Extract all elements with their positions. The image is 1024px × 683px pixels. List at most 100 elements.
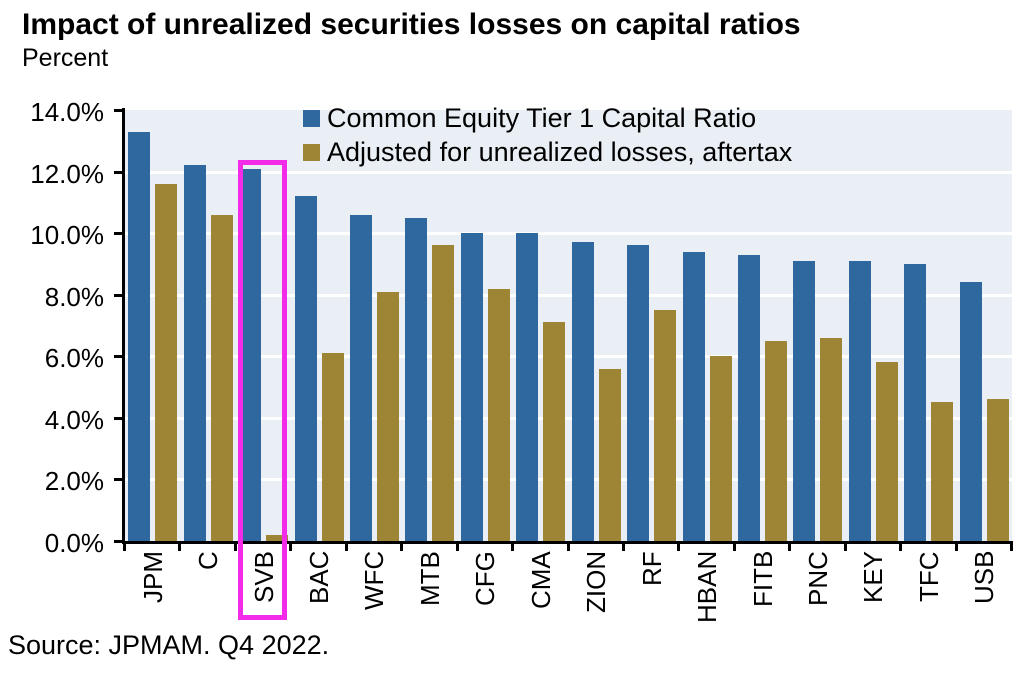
bar-c: [210, 214, 233, 541]
y-tick-label: 4.0%: [44, 404, 104, 435]
x-label-cell: MTB: [402, 551, 457, 636]
bar-group-jpm: [125, 110, 180, 541]
y-tick-label: 12.0%: [30, 158, 104, 189]
legend-label: Common Equity Tier 1 Capital Ratio: [327, 103, 757, 133]
bar-zion: [598, 368, 621, 541]
bar-wfc: [349, 214, 372, 541]
legend-item: Adjusted for unrealized losses, aftertax: [303, 137, 792, 168]
gridline: [125, 170, 1012, 174]
bar-group-fitb: [735, 110, 790, 541]
x-tick-label: JPM: [137, 551, 168, 603]
x-tick-mark: [677, 541, 681, 551]
y-tick-label: 2.0%: [44, 466, 104, 497]
bar-group-hban: [679, 110, 734, 541]
bar-group-key: [846, 110, 901, 541]
y-tick-mark: [114, 478, 125, 482]
x-tick-label: USB: [969, 551, 1000, 605]
x-label-cell: BAC: [291, 551, 346, 636]
x-tick-mark: [233, 541, 237, 551]
legend-item: Common Equity Tier 1 Capital Ratio: [303, 103, 792, 134]
bar-jpm: [155, 183, 178, 541]
y-tick-mark: [114, 355, 125, 359]
bar-c: [183, 165, 206, 541]
x-tick-label: ZION: [581, 551, 612, 614]
bar-group-wfc: [347, 110, 402, 541]
x-tick-mark: [455, 541, 459, 551]
bar-cfg: [487, 288, 510, 541]
y-axis-line: [122, 108, 125, 543]
x-tick-label: PNC: [802, 551, 833, 606]
bar-rf: [654, 310, 677, 541]
bar-pnc: [820, 337, 843, 541]
bar-group-mtb: [402, 110, 457, 541]
bar-jpm: [128, 131, 151, 541]
legend: Common Equity Tier 1 Capital Ratio Adjust…: [303, 103, 792, 168]
bar-fitb: [765, 340, 788, 541]
y-tick-label: 0.0%: [44, 528, 104, 558]
bar-zion: [571, 242, 594, 541]
x-tick-mark: [732, 541, 736, 551]
bar-group-svb: [236, 110, 291, 541]
x-tick-label: C: [193, 551, 224, 570]
x-label-cell: FITB: [735, 551, 790, 636]
x-tick-label: RF: [636, 551, 667, 586]
bar-tfc: [904, 263, 927, 541]
x-label-cell: USB: [957, 551, 1012, 636]
legend-label: Adjusted for unrealized losses, aftertax: [327, 137, 793, 167]
bar-hban: [709, 356, 732, 541]
x-tick-mark: [788, 541, 792, 551]
bar-bac: [321, 353, 344, 541]
bar-key: [848, 260, 871, 541]
gridline: [125, 293, 1012, 297]
x-label-cell: C: [180, 551, 235, 636]
x-label-cell: ZION: [569, 551, 624, 636]
y-tick-label: 6.0%: [44, 343, 104, 374]
bar-rf: [627, 245, 650, 541]
x-tick-label: WFC: [359, 551, 390, 611]
legend-swatch-icon: [303, 144, 320, 161]
bar-pnc: [793, 260, 816, 541]
x-tick-label: HBAN: [692, 551, 723, 624]
y-tick-label: 8.0%: [44, 281, 104, 312]
source-note: Source: JPMAM. Q4 2022.: [8, 630, 330, 660]
bar-tfc: [931, 402, 954, 541]
x-tick-mark: [400, 541, 404, 551]
x-tick-label: FITB: [747, 551, 778, 608]
y-tick-mark: [114, 416, 125, 420]
x-tick-label: MTB: [414, 551, 445, 606]
gridline: [125, 416, 1012, 420]
bar-usb: [959, 282, 982, 541]
x-label-cell: WFC: [347, 551, 402, 636]
legend-swatch-icon: [303, 110, 320, 127]
bar-key: [875, 362, 898, 541]
x-label-cell: HBAN: [679, 551, 734, 636]
x-tick-mark: [621, 541, 625, 551]
bar-bac: [294, 196, 317, 541]
x-tick-label: BAC: [304, 551, 335, 605]
x-tick-mark: [954, 541, 958, 551]
x-tick-label: KEY: [858, 551, 889, 604]
y-tick-label: 14.0%: [30, 97, 104, 127]
bar-usb: [986, 399, 1009, 541]
bar-fitb: [738, 254, 761, 541]
x-tick-mark: [178, 541, 182, 551]
x-tick-mark: [289, 541, 293, 551]
x-tick-label: CMA: [525, 551, 556, 609]
y-tick-label: 10.0%: [30, 220, 104, 251]
x-label-cell: PNC: [790, 551, 845, 636]
x-tick-mark: [123, 541, 126, 551]
bar-group-bac: [291, 110, 346, 541]
y-tick-mark: [114, 540, 125, 543]
x-label-cell: RF: [624, 551, 679, 636]
bar-svb: [239, 168, 262, 541]
gridline: [125, 232, 1012, 236]
x-label-cell: KEY: [846, 551, 901, 636]
x-tick-mark: [344, 541, 348, 551]
x-tick-mark: [843, 541, 847, 551]
bar-group-c: [180, 110, 235, 541]
bar-group-cma: [513, 110, 568, 541]
y-tick-mark: [114, 232, 125, 236]
x-tick-label: CFG: [470, 551, 501, 606]
bar-wfc: [376, 291, 399, 541]
